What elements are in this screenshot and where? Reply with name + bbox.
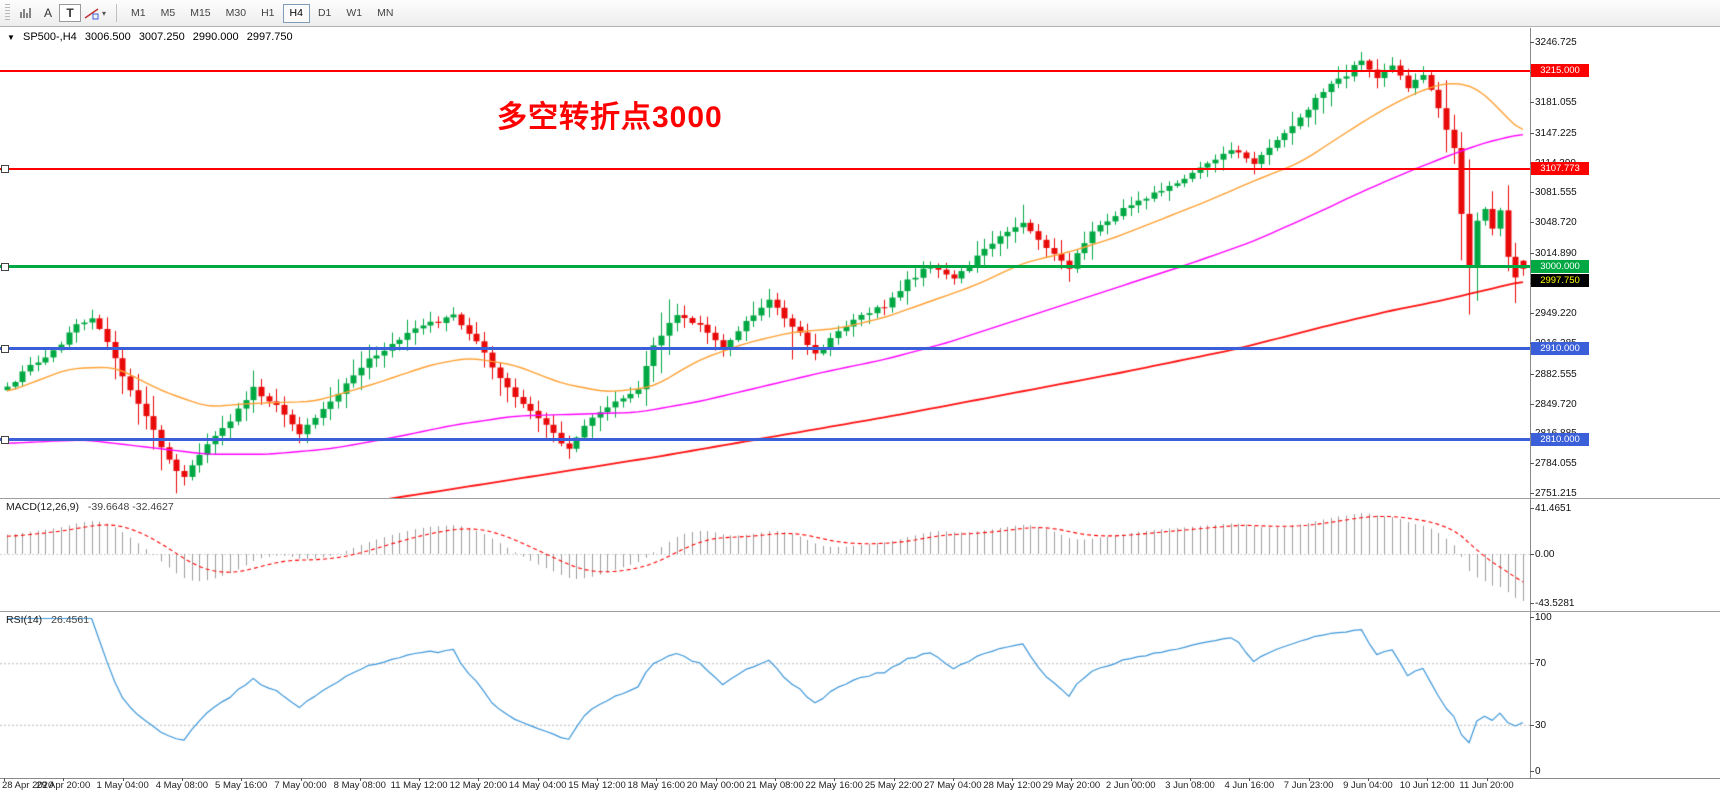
macd-axis-label: 0.00	[1535, 549, 1555, 560]
time-axis[interactable]	[0, 778, 1720, 793]
rsi-axis-label: 70	[1535, 658, 1547, 670]
tf-button-M15[interactable]: M15	[183, 4, 217, 23]
price-axis-label: 3114.390	[1535, 157, 1576, 169]
price-tag-3107.773: 3107.773	[1531, 162, 1589, 175]
price-axis-label: 2882.555	[1535, 368, 1577, 380]
text-tool-button[interactable]: T	[59, 4, 81, 22]
arrow-label-tool-button[interactable]: A	[37, 3, 59, 24]
chart-annotation-text[interactable]: 多空转折点3000	[497, 101, 723, 134]
chart-info-line: ▼ SP500-,H4 3006.500 3007.250 2990.000 2…	[7, 31, 298, 43]
rsi-value: 26.4561	[51, 614, 90, 626]
price-axis-label: 2916.385	[1535, 337, 1577, 349]
price-axis-label: 3181.055	[1535, 96, 1577, 108]
macd-title: MACD(12,26,9)	[6, 501, 79, 513]
tf-button-M30[interactable]: M30	[219, 4, 253, 23]
rsi-canvas[interactable]	[0, 611, 1530, 778]
price-tag-2810.000: 2810.000	[1531, 433, 1589, 447]
price-axis-label: 3246.725	[1535, 36, 1577, 48]
toolbar-grip[interactable]	[5, 4, 10, 22]
bar-chart-icon[interactable]	[15, 3, 37, 24]
ohlc-low: 2990.000	[192, 31, 239, 43]
macd-axis-label: -43.5281	[1535, 597, 1575, 609]
price-axis-label: 3213.890	[1535, 66, 1577, 78]
rsi-title: RSI(14)	[6, 614, 43, 626]
collapse-triangle-icon[interactable]: ▼	[7, 33, 15, 42]
price-axis-label: 3048.720	[1535, 217, 1577, 229]
price-axis-label: 2784.055	[1535, 458, 1577, 470]
chevron-down-icon: ▾	[102, 8, 107, 18]
price-axis-label: 3081.555	[1535, 187, 1577, 199]
macd-label: MACD(12,26,9) -39.6648 -32.4627	[6, 501, 174, 513]
tf-button-W1[interactable]: W1	[339, 4, 369, 23]
price-axis-label: 3147.225	[1535, 127, 1577, 139]
ohlc-open: 3006.500	[84, 31, 131, 43]
price-axis-label: 2949.220	[1535, 307, 1577, 319]
main-chart-canvas[interactable]	[0, 28, 1530, 498]
tf-button-H1[interactable]: H1	[254, 4, 281, 23]
rsi-axis-label: 100	[1535, 612, 1552, 623]
current-price-tag: 2997.750	[1531, 273, 1589, 287]
rsi-axis-label: 30	[1535, 719, 1547, 731]
timeframe-group: M1 M5 M15 M30 H1 H4 D1 W1 MN	[124, 3, 400, 23]
macd-canvas[interactable]	[0, 499, 1530, 612]
bar-chart-icon-glyph	[20, 8, 31, 18]
price-tag-3000.000: 3000.000	[1531, 260, 1589, 274]
shapes-dropdown-button[interactable]: ▾	[81, 3, 109, 24]
ohlc-close: 2997.750	[246, 31, 293, 43]
tf-button-H4[interactable]: H4	[282, 3, 310, 23]
ohlc-high: 3007.250	[138, 31, 185, 43]
tf-button-MN[interactable]: MN	[370, 4, 400, 23]
tf-button-M5[interactable]: M5	[154, 4, 183, 23]
macd-panel-splitter[interactable]	[0, 498, 1720, 499]
shapes-icon	[84, 7, 99, 19]
toolbar-separator	[116, 4, 118, 22]
symbol-timeframe: SP500-,H4	[22, 31, 77, 43]
price-tag-3215.000: 3215.000	[1531, 64, 1589, 78]
tf-button-M1[interactable]: M1	[124, 4, 153, 23]
price-axis-border	[1530, 28, 1531, 778]
tf-button-D1[interactable]: D1	[311, 4, 338, 23]
rsi-label: RSI(14) 26.4561	[6, 614, 89, 626]
price-axis-label: 3014.890	[1535, 248, 1577, 260]
toolbar: A T ▾ M1 M5 M15 M30 H1 H4 D1 W1 MN	[0, 0, 1720, 27]
price-axis-label: 2816.885	[1535, 428, 1577, 440]
price-axis-label: 2982.055	[1535, 278, 1577, 289]
macd-axis-label: 41.4651	[1535, 502, 1572, 514]
price-tag-2910.000: 2910.000	[1531, 342, 1589, 356]
macd-values: -39.6648 -32.4627	[87, 501, 174, 513]
rsi-axis-label: 0	[1535, 766, 1541, 777]
price-axis-label: 2849.720	[1535, 398, 1577, 410]
